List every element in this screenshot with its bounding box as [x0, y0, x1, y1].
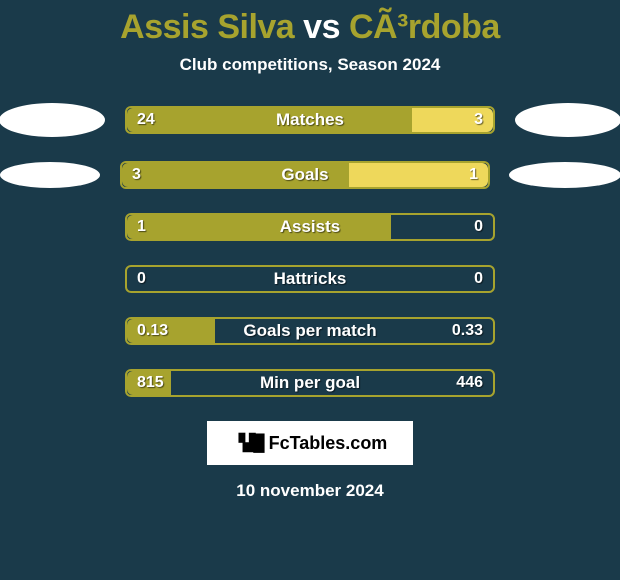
stat-bar: 0 0Hattricks [125, 265, 495, 293]
stat-row: 10Assists [0, 213, 620, 241]
stat-value-right: 446 [456, 371, 483, 395]
bar-left-fill [127, 215, 391, 239]
branding-text: FcTables.com [269, 433, 388, 454]
branding-badge: ▝▟█ FcTables.com [207, 421, 413, 465]
subtitle: Club competitions, Season 2024 [180, 55, 441, 75]
stat-row: 0 0Hattricks [0, 265, 620, 293]
stat-value-right: 0.33 [452, 319, 483, 343]
player2-name: CÃ³rdoba [349, 8, 500, 46]
player1-name: Assis Silva [120, 8, 294, 46]
stat-label: Hattricks [127, 267, 493, 291]
chart-icon: ▝▟█ [233, 433, 263, 453]
date-text: 10 november 2024 [236, 481, 383, 501]
player2-marker [515, 103, 620, 137]
stat-bar: 0.130.33Goals per match [125, 317, 495, 345]
stat-row: 815446Min per goal [0, 369, 620, 397]
stat-row: 31Goals [0, 161, 620, 189]
player1-marker [0, 103, 105, 137]
stat-bar: 243Matches [125, 106, 495, 134]
stat-value-right: 0 [474, 267, 483, 291]
player2-marker-2 [509, 162, 620, 188]
bar-right-fill [412, 108, 493, 132]
comparison-title: Assis Silva vs CÃ³rdoba [120, 8, 500, 47]
stat-label: Min per goal [127, 371, 493, 395]
bar-right-fill [349, 163, 488, 187]
stat-value-right: 0 [474, 215, 483, 239]
stat-bar: 10Assists [125, 213, 495, 241]
player1-marker-2 [0, 162, 100, 188]
vs-text: vs [303, 8, 340, 46]
bar-left-fill [122, 163, 349, 187]
stat-bar: 31Goals [120, 161, 490, 189]
bar-left-fill [127, 319, 215, 343]
stat-value-left: 0 [137, 267, 146, 291]
bar-left-fill [127, 108, 412, 132]
bar-left-fill [127, 371, 171, 395]
stat-row: 243Matches [0, 103, 620, 137]
stat-row: 0.130.33Goals per match [0, 317, 620, 345]
stats-chart: 243Matches31Goals10Assists00Hattricks0.1… [0, 103, 620, 421]
stat-bar: 815446Min per goal [125, 369, 495, 397]
